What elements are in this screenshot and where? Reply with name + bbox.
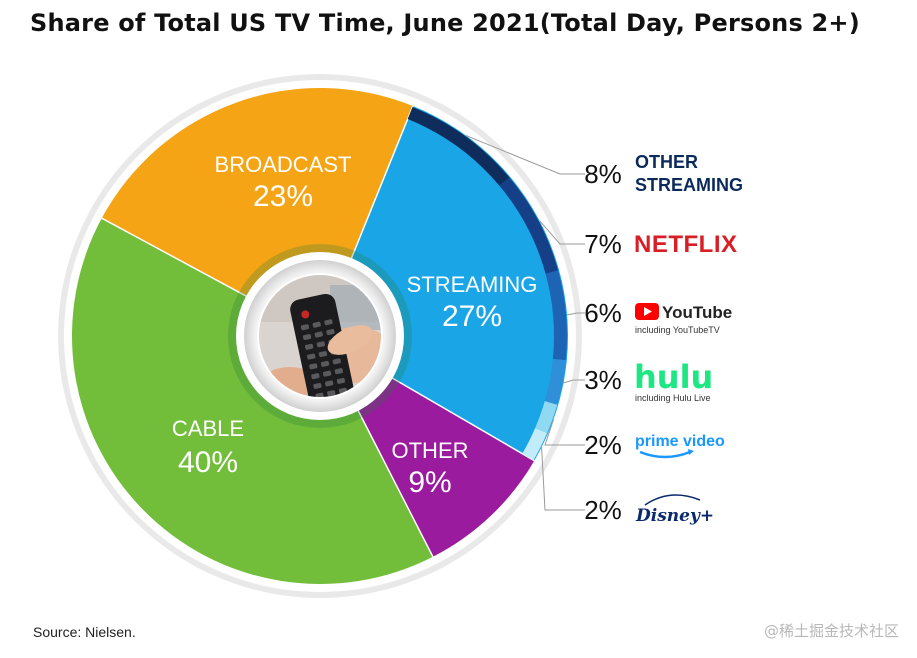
pct-youtube: 6% xyxy=(584,298,622,328)
pct-disney-plus: 2% xyxy=(584,495,622,525)
pct-other-streaming: 8% xyxy=(584,159,622,189)
remote-button xyxy=(314,331,323,338)
remote-button xyxy=(332,358,341,365)
remote-button xyxy=(312,321,321,328)
remote-button xyxy=(307,353,316,360)
logo-hulu: hulu including Hulu Live xyxy=(634,358,713,403)
remote-button xyxy=(311,373,320,380)
leader-line xyxy=(539,220,585,245)
prime-smile-icon xyxy=(639,450,691,459)
svg-text:including Hulu Live: including Hulu Live xyxy=(635,393,711,403)
logo-netflix: NETFLIX xyxy=(634,231,738,258)
slice-cable xyxy=(71,218,433,585)
logo-prime-video: prime video xyxy=(635,433,725,459)
streaming-ring-segment xyxy=(499,177,559,274)
leader-lines xyxy=(465,134,585,511)
svg-text:including YouTubeTV: including YouTubeTV xyxy=(635,325,720,335)
streaming-ring-segment xyxy=(522,428,548,461)
remote-button xyxy=(326,329,335,336)
remote-button xyxy=(324,319,333,326)
svg-text:OTHER: OTHER xyxy=(635,152,698,172)
streaming-ring-segment xyxy=(535,401,558,434)
remote-button xyxy=(327,390,336,397)
slice-label-broadcast: BROADCAST xyxy=(215,152,352,177)
slice-value-other: 9% xyxy=(408,466,451,499)
streaming-ring-segment xyxy=(545,270,567,361)
pct-netflix: 7% xyxy=(584,229,622,259)
pct-hulu: 3% xyxy=(584,365,622,395)
remote-button xyxy=(325,380,334,387)
logo-youtube: YouTube including YouTubeTV xyxy=(635,303,732,335)
remote-button xyxy=(304,343,314,350)
streaming-ring xyxy=(407,106,567,461)
source-note: Source: Nielsen. xyxy=(33,624,136,640)
remote-button xyxy=(316,341,326,348)
leader-line xyxy=(544,419,585,446)
streaming-ring-segment xyxy=(407,106,510,186)
disney-arc-icon xyxy=(644,494,701,506)
logo-disney-plus: Disney+ xyxy=(635,494,714,526)
svg-text:Disney+: Disney+ xyxy=(635,506,714,526)
remote-button xyxy=(320,360,330,367)
remote-button xyxy=(334,368,344,375)
remote-button xyxy=(318,351,328,358)
svg-text:hulu: hulu xyxy=(634,358,713,396)
slice-value-broadcast: 23% xyxy=(253,180,313,213)
remote-button xyxy=(302,334,312,341)
svg-text:STREAMING: STREAMING xyxy=(635,175,743,195)
leader-line xyxy=(563,379,585,384)
leader-line xyxy=(567,312,585,316)
watermark: @稀土掘金技术社区 xyxy=(763,622,899,640)
svg-text:prime video: prime video xyxy=(635,433,725,450)
photo-border xyxy=(257,273,383,399)
chart-title: Share of Total US TV Time, June 2021(Tot… xyxy=(30,9,860,37)
remote-button xyxy=(322,370,332,377)
remote-button xyxy=(300,324,310,331)
svg-text:YouTube: YouTube xyxy=(662,303,732,322)
pct-prime-video: 2% xyxy=(584,430,622,460)
slice-value-streaming: 27% xyxy=(442,300,502,333)
slice-label-other: OTHER xyxy=(392,438,469,463)
remote-button xyxy=(313,382,322,389)
streaming-ring-segment xyxy=(544,358,566,405)
slice-label-streaming: STREAMING xyxy=(407,272,538,297)
leader-line xyxy=(465,134,585,175)
remote-button xyxy=(309,363,318,370)
logo-other-streaming: OTHER STREAMING xyxy=(635,152,743,195)
leader-line xyxy=(541,447,585,511)
slice-label-cable: CABLE xyxy=(172,416,244,441)
slice-value-cable: 40% xyxy=(178,446,238,479)
remote-button xyxy=(336,377,346,384)
